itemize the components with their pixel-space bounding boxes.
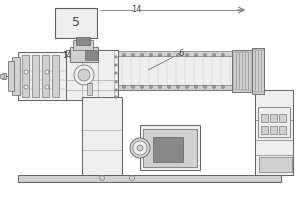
- Circle shape: [185, 53, 188, 56]
- Bar: [18, 52, 66, 100]
- Bar: [55, 8, 97, 38]
- Bar: [246, 52, 248, 90]
- Bar: [240, 52, 242, 90]
- Circle shape: [212, 53, 215, 56]
- Bar: [118, 51, 233, 56]
- Circle shape: [221, 86, 224, 88]
- Circle shape: [158, 86, 161, 88]
- Circle shape: [130, 176, 134, 180]
- Bar: [18, 175, 281, 182]
- Circle shape: [115, 96, 117, 98]
- Circle shape: [203, 53, 206, 56]
- Bar: [237, 52, 239, 90]
- Circle shape: [221, 53, 224, 56]
- Bar: [243, 52, 245, 90]
- Circle shape: [158, 53, 161, 56]
- Circle shape: [176, 86, 179, 88]
- Bar: [140, 125, 200, 170]
- Circle shape: [212, 86, 215, 88]
- Circle shape: [122, 53, 125, 56]
- Bar: [82, 97, 122, 175]
- Bar: [12, 57, 20, 95]
- Circle shape: [167, 53, 170, 56]
- Bar: [143, 129, 197, 167]
- Bar: [8, 61, 14, 91]
- Circle shape: [115, 64, 117, 66]
- Bar: [22, 55, 29, 97]
- Bar: [258, 107, 290, 137]
- Circle shape: [130, 138, 150, 158]
- Circle shape: [194, 86, 197, 88]
- Bar: [234, 52, 236, 90]
- Bar: [0, 74, 4, 78]
- Bar: [256, 50, 258, 92]
- Bar: [118, 52, 233, 90]
- Text: 6: 6: [178, 49, 183, 58]
- Circle shape: [203, 86, 206, 88]
- Bar: [261, 126, 268, 134]
- Circle shape: [194, 53, 197, 56]
- Circle shape: [122, 86, 125, 88]
- Text: 14: 14: [131, 5, 141, 15]
- Circle shape: [24, 70, 28, 74]
- Circle shape: [115, 72, 117, 74]
- Bar: [76, 37, 90, 45]
- Circle shape: [78, 69, 90, 81]
- Circle shape: [131, 53, 134, 56]
- Bar: [270, 126, 277, 134]
- Circle shape: [45, 85, 49, 89]
- Bar: [249, 52, 251, 90]
- Bar: [255, 90, 293, 175]
- Bar: [261, 114, 268, 122]
- Circle shape: [167, 86, 170, 88]
- Bar: [52, 55, 59, 97]
- Circle shape: [131, 86, 134, 88]
- Circle shape: [115, 81, 117, 83]
- Circle shape: [149, 53, 152, 56]
- Circle shape: [45, 70, 49, 74]
- Bar: [73, 40, 93, 50]
- Bar: [279, 126, 286, 134]
- Bar: [118, 85, 233, 90]
- Text: 14: 14: [62, 51, 72, 60]
- Bar: [87, 83, 92, 95]
- Circle shape: [115, 56, 117, 58]
- Bar: [259, 50, 261, 92]
- Bar: [66, 50, 118, 100]
- Circle shape: [24, 85, 28, 89]
- Circle shape: [140, 86, 143, 88]
- Circle shape: [176, 53, 179, 56]
- Bar: [279, 114, 286, 122]
- Bar: [252, 48, 264, 94]
- Bar: [42, 55, 49, 97]
- Bar: [270, 114, 277, 122]
- Circle shape: [149, 86, 152, 88]
- Bar: [2, 73, 6, 79]
- Bar: [262, 50, 264, 92]
- Circle shape: [115, 89, 117, 91]
- Bar: [232, 50, 254, 92]
- Bar: [32, 55, 39, 97]
- Bar: [253, 50, 255, 92]
- Circle shape: [133, 141, 147, 155]
- Bar: [259, 157, 292, 172]
- Circle shape: [74, 65, 94, 85]
- Circle shape: [140, 53, 143, 56]
- Circle shape: [100, 176, 104, 180]
- Circle shape: [137, 145, 143, 151]
- Bar: [85, 50, 97, 60]
- Text: 5: 5: [72, 17, 80, 29]
- Bar: [70, 47, 98, 62]
- Bar: [153, 137, 183, 162]
- Circle shape: [185, 86, 188, 88]
